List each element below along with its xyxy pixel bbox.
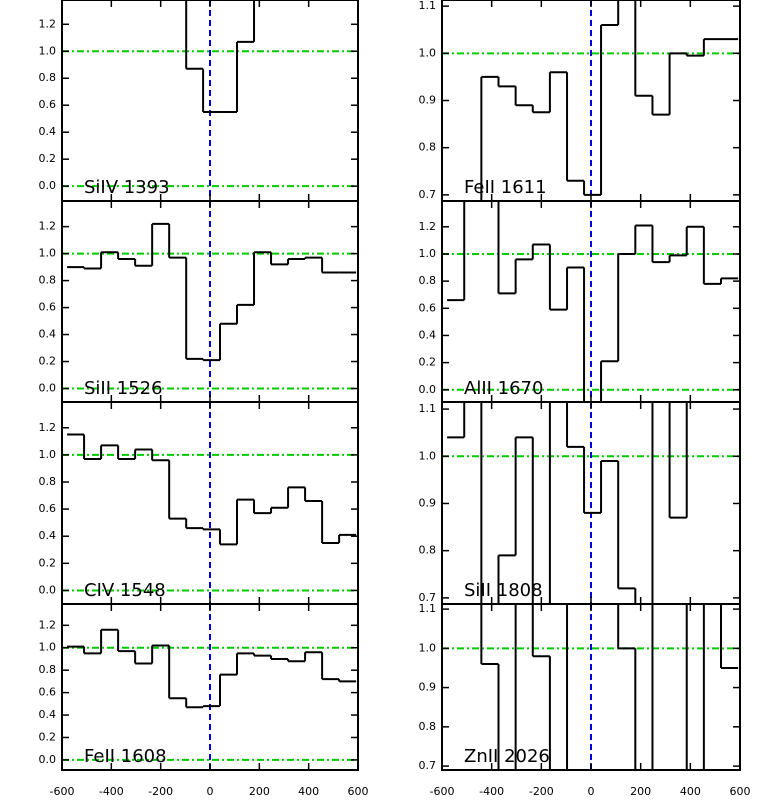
y-tick-label: 0.8 bbox=[39, 663, 57, 676]
x-tick-label: 200 bbox=[249, 785, 270, 798]
y-tick-label: 0.9 bbox=[419, 94, 437, 107]
x-tick-label: 600 bbox=[730, 785, 751, 798]
panel-label: CIV 1548 bbox=[84, 580, 166, 601]
y-tick-label: 0.6 bbox=[39, 686, 57, 699]
y-tick-label: 0.8 bbox=[419, 274, 437, 287]
y-tick-label: 1.0 bbox=[39, 448, 57, 461]
panel-label: SiII 1808 bbox=[464, 580, 543, 601]
y-tick-label: 0.4 bbox=[39, 708, 57, 721]
y-tick-label: 0.0 bbox=[39, 382, 57, 395]
y-tick-label: 1.2 bbox=[39, 17, 57, 30]
x-tick-label: 400 bbox=[298, 785, 319, 798]
y-tick-label: 0.8 bbox=[419, 141, 437, 154]
y-tick-label: 0.9 bbox=[419, 496, 437, 509]
y-tick-label: 0.8 bbox=[419, 720, 437, 733]
y-tick-label: 1.1 bbox=[419, 602, 437, 615]
y-tick-label: 0.2 bbox=[39, 556, 57, 569]
y-tick-label: 0.0 bbox=[419, 383, 437, 396]
y-tick-label: 0.2 bbox=[39, 730, 57, 743]
y-tick-label: 1.0 bbox=[39, 44, 57, 57]
y-tick-label: 0.2 bbox=[39, 152, 57, 165]
x-tick-label: -400 bbox=[99, 785, 124, 798]
y-tick-label: 0.4 bbox=[39, 529, 57, 542]
panel bbox=[442, 604, 740, 770]
y-tick-label: 1.2 bbox=[39, 421, 57, 434]
y-tick-label: 0.8 bbox=[39, 71, 57, 84]
panel bbox=[62, 402, 358, 604]
panel-label: SiIV 1393 bbox=[84, 177, 170, 198]
panel-frame bbox=[441, 603, 741, 771]
y-tick-label: 0.6 bbox=[39, 98, 57, 111]
y-tick-label: 0.2 bbox=[419, 356, 437, 369]
x-tick-label: 600 bbox=[348, 785, 369, 798]
y-tick-label: 0.6 bbox=[419, 301, 437, 314]
panel-label: FeII 1608 bbox=[84, 746, 167, 767]
y-tick-label: 0.6 bbox=[39, 502, 57, 515]
y-tick-label: 0.6 bbox=[39, 301, 57, 314]
y-tick-label: 1.1 bbox=[419, 0, 437, 12]
y-tick-label: 1.0 bbox=[419, 641, 437, 654]
y-tick-label: 0.9 bbox=[419, 681, 437, 694]
y-tick-label: 0.8 bbox=[39, 475, 57, 488]
panel-label: SiII 1526 bbox=[84, 378, 163, 399]
y-tick-label: 0.4 bbox=[39, 328, 57, 341]
y-tick-label: 0.8 bbox=[419, 544, 437, 557]
x-tick-label: -600 bbox=[430, 785, 455, 798]
x-tick-label: 400 bbox=[680, 785, 701, 798]
y-tick-label: 0.2 bbox=[39, 355, 57, 368]
y-tick-label: 0.0 bbox=[39, 179, 57, 192]
y-tick-label: 0.7 bbox=[419, 591, 437, 604]
y-tick-label: 1.2 bbox=[39, 220, 57, 233]
panel-label: AlII 1670 bbox=[464, 378, 543, 399]
y-tick-label: 0.4 bbox=[419, 328, 437, 341]
y-tick-label: 0.0 bbox=[39, 583, 57, 596]
y-tick-label: 1.0 bbox=[419, 46, 437, 59]
y-tick-label: 0.7 bbox=[419, 188, 437, 201]
x-tick-label: 0 bbox=[588, 785, 595, 798]
panel bbox=[442, 402, 740, 604]
x-tick-label: 0 bbox=[207, 785, 214, 798]
y-tick-label: 1.2 bbox=[419, 220, 437, 233]
panel-frame bbox=[61, 603, 359, 771]
panel bbox=[62, 0, 358, 201]
x-tick-label: 200 bbox=[630, 785, 651, 798]
panel-label: FeII 1611 bbox=[464, 177, 547, 198]
y-tick-label: 1.0 bbox=[39, 247, 57, 260]
y-tick-label: 0.7 bbox=[419, 759, 437, 772]
y-tick-label: 0.0 bbox=[39, 753, 57, 766]
y-tick-label: 0.4 bbox=[39, 125, 57, 138]
x-tick-label: -600 bbox=[50, 785, 75, 798]
y-tick-label: 1.0 bbox=[419, 247, 437, 260]
x-tick-label: -200 bbox=[148, 785, 173, 798]
y-tick-label: 0.8 bbox=[39, 274, 57, 287]
panel bbox=[442, 201, 740, 402]
panel bbox=[442, 0, 740, 201]
x-tick-label: -400 bbox=[479, 785, 504, 798]
panel bbox=[62, 201, 358, 402]
y-tick-label: 1.0 bbox=[419, 449, 437, 462]
panel-label: ZnII 2026 bbox=[464, 746, 550, 767]
x-tick-label: -200 bbox=[529, 785, 554, 798]
y-tick-label: 1.0 bbox=[39, 641, 57, 654]
panel bbox=[62, 604, 358, 770]
y-tick-label: 1.2 bbox=[39, 618, 57, 631]
y-tick-label: 1.1 bbox=[419, 402, 437, 415]
